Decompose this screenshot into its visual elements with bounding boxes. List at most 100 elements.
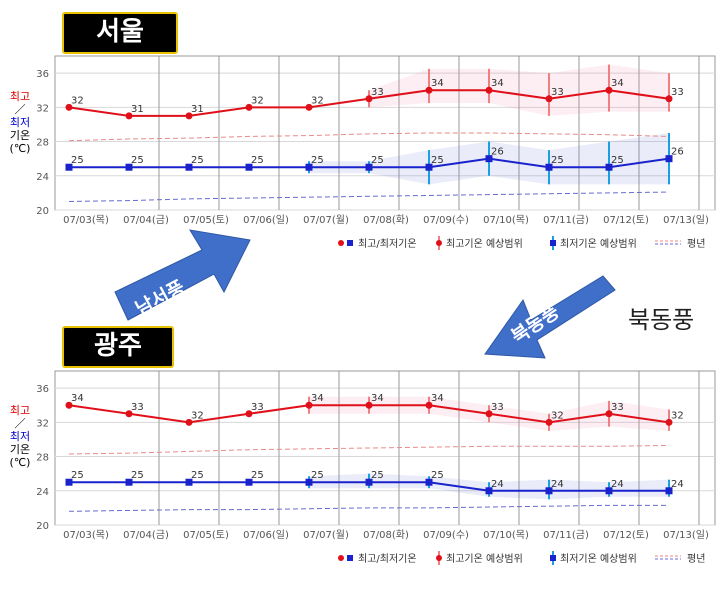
side-label-low: 최저 bbox=[9, 116, 31, 129]
y-tick-label: 32 bbox=[36, 103, 49, 114]
high-temp-label: 34 bbox=[431, 393, 444, 404]
low-temp-label: 25 bbox=[371, 470, 384, 481]
low-temp-label: 24 bbox=[551, 479, 564, 490]
high-temp-point bbox=[545, 95, 553, 103]
legend-marker-low-point bbox=[550, 555, 556, 561]
normal-low-line bbox=[68, 504, 669, 512]
x-tick-label: 07/03(목) bbox=[63, 214, 109, 226]
legend-label: 최고기온 예상범위 bbox=[446, 237, 523, 250]
side-label-unit: (℃) bbox=[9, 456, 31, 469]
side-label-temp: 기온 bbox=[9, 129, 31, 142]
high-temp-point bbox=[425, 86, 433, 94]
low-temp-label: 25 bbox=[431, 470, 444, 481]
high-temp-label: 33 bbox=[131, 402, 144, 413]
high-temp-point bbox=[485, 86, 493, 94]
low-temp-label: 25 bbox=[191, 155, 204, 166]
high-temp-point bbox=[665, 95, 673, 103]
normal-high-line bbox=[68, 132, 670, 142]
side-label-slash: ／ bbox=[14, 417, 26, 430]
high-temp-point bbox=[305, 401, 313, 409]
low-temp-point bbox=[365, 478, 373, 486]
high-temp-point bbox=[245, 103, 253, 111]
legend-label: 최고/최저기온 bbox=[358, 238, 417, 250]
legend-marker-low-point bbox=[550, 240, 556, 246]
legend-label: 최저기온 예상범위 bbox=[560, 552, 637, 565]
low-temp-label: 24 bbox=[611, 479, 624, 490]
high-temp-point bbox=[365, 401, 373, 409]
side-label-unit: (℃) bbox=[9, 142, 31, 155]
high-temp-point bbox=[185, 418, 193, 426]
high-temp-point bbox=[365, 95, 373, 103]
high-temp-label: 34 bbox=[371, 393, 384, 404]
low-temp-point bbox=[125, 163, 133, 171]
low-temp-point bbox=[305, 163, 313, 171]
low-temp-point bbox=[485, 487, 493, 495]
side-label-high: 최고 bbox=[9, 90, 31, 103]
low-temp-label: 25 bbox=[71, 155, 84, 166]
high-temp-point bbox=[605, 410, 613, 418]
y-tick-label: 28 bbox=[36, 453, 49, 464]
y-tick-label: 20 bbox=[36, 206, 49, 217]
legend-marker-low bbox=[347, 240, 353, 246]
high-temp-point bbox=[125, 112, 133, 120]
side-label-low: 최저 bbox=[9, 430, 31, 443]
x-tick-label: 07/05(토) bbox=[183, 530, 229, 541]
high-temp-label: 33 bbox=[371, 87, 384, 98]
high-temp-point bbox=[65, 103, 73, 111]
high-temp-label: 34 bbox=[311, 393, 324, 404]
high-temp-label: 32 bbox=[191, 410, 204, 421]
high-temp-label: 31 bbox=[131, 104, 144, 115]
high-temp-point bbox=[545, 418, 553, 426]
low-temp-point bbox=[185, 478, 193, 486]
low-temp-point bbox=[305, 478, 313, 486]
x-tick-label: 07/13(일) bbox=[663, 214, 709, 226]
high-temp-point bbox=[125, 410, 133, 418]
y-tick-label: 28 bbox=[36, 138, 49, 149]
northeast-wind-arrow: 북동풍 bbox=[484, 275, 616, 359]
high-temp-point bbox=[305, 103, 313, 111]
high-temp-label: 33 bbox=[551, 87, 564, 98]
x-tick-label: 07/03(목) bbox=[63, 529, 109, 541]
chart-gwangju: 20 24 28 32 36 34 33 32 33 34 34 34 33 32 33 32 25 25 25 25… bbox=[36, 370, 716, 565]
x-tick-label: 07/04(금) bbox=[123, 529, 169, 541]
legend-label: 최고/최저기온 bbox=[358, 553, 417, 565]
southwest-wind-arrow: 남서풍 bbox=[114, 229, 251, 321]
y-tick-label: 24 bbox=[36, 487, 49, 498]
legend-label: 최저기온 예상범위 bbox=[560, 237, 637, 250]
low-temp-label: 25 bbox=[611, 155, 624, 166]
high-temp-point bbox=[425, 401, 433, 409]
low-temp-point bbox=[665, 155, 673, 163]
low-temp-point bbox=[245, 478, 253, 486]
x-tick-label: 07/11(금) bbox=[543, 529, 589, 541]
high-temp-label: 34 bbox=[71, 393, 84, 404]
high-temp-label: 34 bbox=[491, 78, 504, 89]
low-temp-point bbox=[605, 487, 613, 495]
low-temp-label: 25 bbox=[251, 470, 264, 481]
high-temp-point bbox=[185, 112, 193, 120]
high-temp-label: 32 bbox=[311, 95, 324, 106]
x-tick-label: 07/08(화) bbox=[363, 529, 409, 541]
high-temp-label: 32 bbox=[71, 95, 84, 106]
y-axis-side-label-gwangju: 최고 ／ 최저 기온 (℃) bbox=[3, 404, 37, 469]
y-axis-side-label-seoul: 최고 ／ 최저 기온 (℃) bbox=[3, 90, 37, 155]
side-label-slash: ／ bbox=[14, 103, 26, 116]
low-temp-point bbox=[185, 163, 193, 171]
arrow-shape bbox=[484, 275, 616, 359]
x-tick-label: 07/09(수) bbox=[423, 529, 469, 541]
x-tick-label: 07/13(일) bbox=[663, 529, 709, 541]
side-label-high: 최고 bbox=[9, 404, 31, 417]
y-tick-label: 36 bbox=[36, 384, 49, 395]
x-tick-label: 07/09(수) bbox=[423, 214, 469, 226]
low-temp-point bbox=[665, 487, 673, 495]
legend-marker-high-point bbox=[436, 555, 442, 561]
low-temp-point bbox=[65, 478, 73, 486]
y-tick-label: 36 bbox=[36, 69, 49, 80]
plot-area bbox=[54, 55, 716, 211]
low-temp-label: 24 bbox=[491, 479, 504, 490]
low-temp-point bbox=[125, 478, 133, 486]
y-tick-label: 32 bbox=[36, 418, 49, 429]
legend-marker-high bbox=[338, 240, 344, 246]
low-temp-point bbox=[425, 163, 433, 171]
low-temp-label: 25 bbox=[191, 470, 204, 481]
high-temp-label: 34 bbox=[431, 78, 444, 89]
